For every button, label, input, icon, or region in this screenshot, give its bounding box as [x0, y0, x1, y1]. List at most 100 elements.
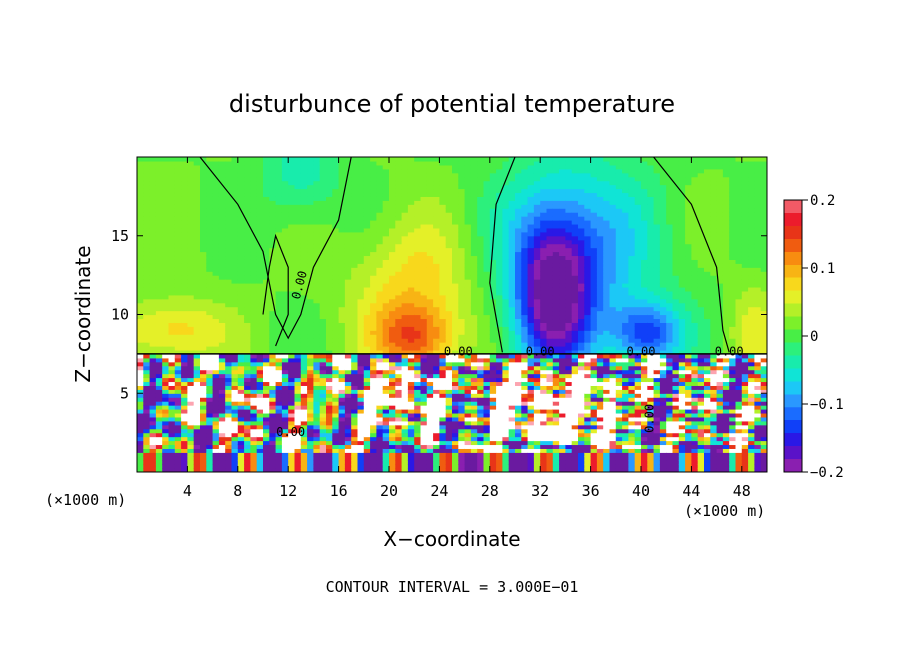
field-cell [344, 318, 352, 323]
field-cell [489, 204, 497, 209]
field-cell [521, 243, 529, 249]
field-cell [300, 318, 308, 323]
field-cell [344, 322, 352, 327]
field-cell [426, 176, 434, 182]
field-cell [433, 436, 440, 442]
field-cell [414, 334, 422, 339]
field-cell [137, 314, 144, 320]
field-cell [313, 322, 321, 327]
field-cell [407, 196, 415, 201]
field-cell [382, 302, 390, 308]
field-cell [489, 448, 497, 453]
field-cell [187, 428, 195, 434]
field-cell [149, 220, 157, 225]
field-cell [464, 294, 472, 300]
field-cell [433, 416, 440, 422]
field-cell [231, 401, 239, 406]
field-cell [407, 290, 415, 296]
field-cell [281, 283, 289, 288]
field-cell [187, 346, 195, 351]
field-cell [288, 275, 296, 280]
field-cell [149, 168, 157, 174]
field-cell [407, 235, 415, 241]
field-cell [263, 176, 270, 182]
field-cell [395, 456, 403, 461]
field-cell [288, 416, 296, 422]
field-cell [244, 168, 251, 174]
field-cell [382, 373, 390, 379]
field-cell [193, 357, 201, 363]
plot-area [137, 157, 767, 472]
field-cell [508, 192, 516, 197]
field-cell [181, 223, 188, 229]
field-cell [269, 204, 277, 209]
field-cell [162, 286, 170, 292]
field-cell [155, 180, 163, 186]
field-cell [458, 160, 466, 166]
field-cell [344, 444, 352, 449]
field-cell [294, 373, 302, 379]
field-cell [200, 393, 207, 398]
field-cell [458, 369, 466, 375]
field-cell [300, 460, 308, 465]
field-cell [401, 231, 409, 237]
field-cell [326, 436, 333, 442]
field-cell [300, 342, 308, 347]
field-cell [225, 275, 233, 280]
field-cell [420, 196, 428, 201]
field-cell [464, 200, 472, 205]
field-cell [281, 204, 289, 209]
field-cell [332, 255, 340, 260]
field-cell [294, 227, 302, 233]
field-cell [288, 212, 296, 217]
field-cell [370, 192, 377, 197]
field-cell [420, 168, 428, 174]
field-cell [382, 397, 390, 402]
field-cell [407, 401, 415, 406]
field-cell [256, 157, 264, 162]
field-cell [294, 306, 302, 312]
field-cell [515, 464, 522, 469]
field-cell [515, 405, 522, 410]
field-cell [174, 223, 182, 229]
field-cell [338, 227, 346, 233]
field-cell [395, 247, 403, 253]
field-cell [407, 192, 415, 197]
field-cell [218, 283, 226, 288]
field-cell [401, 160, 409, 166]
field-cell [300, 310, 308, 316]
field-cell [193, 223, 201, 229]
field-cell [363, 424, 371, 430]
field-cell [288, 168, 296, 174]
field-cell [174, 176, 182, 182]
field-cell [344, 338, 352, 343]
field-cell [244, 346, 251, 351]
field-cell [452, 157, 459, 162]
field-cell [420, 448, 428, 453]
field-cell [445, 428, 453, 434]
field-cell [527, 338, 535, 343]
field-cell [527, 409, 535, 414]
field-cell [149, 196, 157, 201]
field-cell [206, 424, 214, 430]
field-cell [275, 204, 283, 209]
field-cell [332, 440, 340, 446]
field-cell [382, 188, 390, 194]
field-cell [137, 271, 144, 276]
field-cell [187, 397, 195, 402]
field-cell [389, 412, 396, 418]
field-cell [155, 361, 163, 367]
field-cell [212, 334, 220, 339]
field-cell [231, 369, 239, 375]
field-cell [307, 377, 314, 383]
field-cell [483, 460, 491, 465]
field-cell [300, 176, 308, 182]
field-cell [433, 192, 440, 197]
field-cell [496, 444, 503, 449]
field-cell [351, 176, 359, 182]
field-cell [496, 298, 503, 304]
field-cell [382, 416, 390, 422]
field-cell [288, 440, 296, 446]
field-cell [143, 389, 151, 394]
field-cell [439, 259, 447, 264]
